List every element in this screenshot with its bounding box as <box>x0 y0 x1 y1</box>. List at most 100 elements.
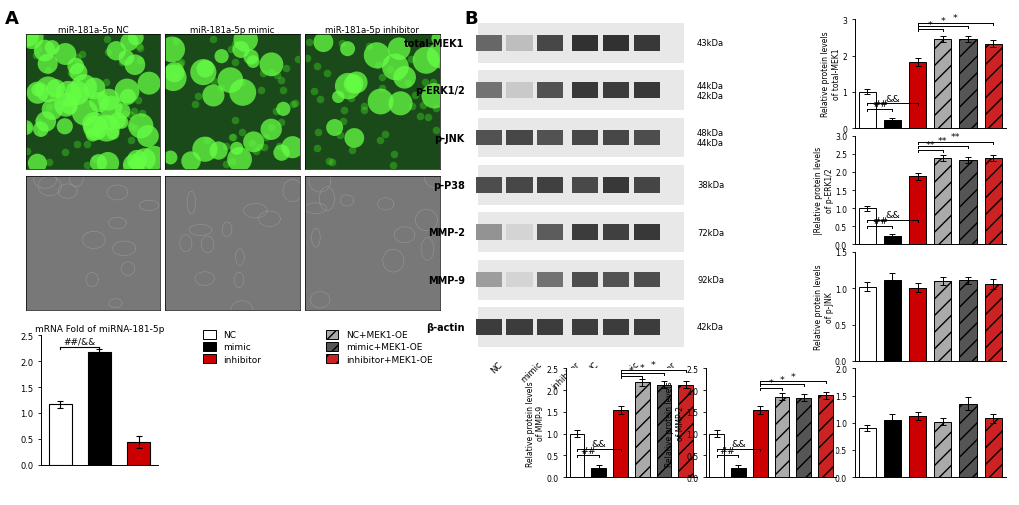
Point <box>392 100 409 108</box>
Point <box>85 131 101 139</box>
Point <box>309 63 325 71</box>
Bar <box>572 178 598 193</box>
Point <box>41 159 57 167</box>
Point <box>64 95 81 104</box>
Point <box>118 162 135 170</box>
Point <box>37 47 53 56</box>
Text: inhibitor: inhibitor <box>549 359 581 390</box>
Bar <box>475 36 501 52</box>
Point <box>87 156 103 164</box>
Point <box>20 124 37 132</box>
Bar <box>505 272 532 288</box>
Point <box>113 59 129 67</box>
Text: **: ** <box>950 133 959 141</box>
Point <box>234 89 251 97</box>
Bar <box>49 405 72 465</box>
Bar <box>883 237 900 245</box>
Point <box>162 154 178 162</box>
Bar <box>633 178 659 193</box>
Text: total-MEK1: total-MEK1 <box>404 39 465 49</box>
Point <box>186 100 203 109</box>
Point <box>289 56 306 64</box>
Point <box>126 62 143 70</box>
Bar <box>477 119 684 158</box>
Point <box>57 149 73 157</box>
Point <box>57 51 73 59</box>
Point <box>171 61 187 69</box>
Point <box>125 162 142 170</box>
Bar <box>633 83 659 99</box>
Point <box>70 59 87 67</box>
Point <box>271 142 287 150</box>
Bar <box>591 468 605 477</box>
Point <box>131 57 148 65</box>
Bar <box>537 130 562 146</box>
Bar <box>537 83 562 99</box>
Point <box>213 85 229 93</box>
Point <box>127 34 144 42</box>
Bar <box>477 308 684 347</box>
Point <box>98 79 114 87</box>
Point <box>166 69 182 77</box>
Point <box>370 62 386 70</box>
Point <box>226 41 243 49</box>
Text: *: * <box>940 17 945 26</box>
Point <box>356 103 372 111</box>
Point <box>321 158 337 166</box>
Point <box>164 46 180 55</box>
Point <box>309 144 325 153</box>
Bar <box>634 383 649 477</box>
Legend: NC, mimic, inhibitor: NC, mimic, inhibitor <box>203 330 261 364</box>
Bar <box>477 260 684 300</box>
Point <box>431 53 447 61</box>
Point <box>58 102 74 110</box>
Point <box>310 128 326 136</box>
Point <box>222 46 238 55</box>
Text: *: * <box>650 361 655 370</box>
Point <box>234 79 251 87</box>
Bar <box>572 130 598 146</box>
Point <box>431 35 447 43</box>
Bar <box>602 272 629 288</box>
Point <box>255 70 271 78</box>
Point <box>268 108 284 116</box>
Point <box>126 125 143 133</box>
Point <box>131 45 148 54</box>
Point <box>243 54 259 62</box>
Point <box>381 66 397 74</box>
Point <box>69 90 86 98</box>
Y-axis label: Relative protein levels
of p-P38: Relative protein levels of p-P38 <box>813 380 833 466</box>
Bar <box>602 83 629 99</box>
Bar <box>933 281 951 361</box>
Text: p-JNK: p-JNK <box>434 133 465 143</box>
Point <box>30 89 46 97</box>
Point <box>253 87 269 95</box>
Bar <box>475 83 501 99</box>
Text: mimic: mimic <box>615 359 640 384</box>
Point <box>333 40 350 48</box>
Point <box>130 97 147 105</box>
Bar <box>633 225 659 241</box>
Bar <box>933 159 951 245</box>
Bar <box>572 320 598 335</box>
Point <box>41 104 57 112</box>
Point <box>190 93 206 101</box>
Bar <box>505 130 532 146</box>
Point <box>263 61 279 69</box>
Point <box>244 140 260 148</box>
Point <box>273 149 289 158</box>
Bar <box>505 225 532 241</box>
Point <box>335 117 352 125</box>
Point <box>223 158 239 166</box>
Text: *: * <box>790 372 795 381</box>
Point <box>416 78 432 86</box>
Point <box>146 155 162 163</box>
Bar <box>959 281 975 361</box>
Text: 72kDa: 72kDa <box>696 228 723 237</box>
Bar <box>612 410 628 477</box>
Point <box>141 80 157 88</box>
Point <box>118 55 135 63</box>
Text: p-ERK1/2: p-ERK1/2 <box>415 86 465 96</box>
Point <box>427 126 443 134</box>
Point <box>30 87 46 95</box>
